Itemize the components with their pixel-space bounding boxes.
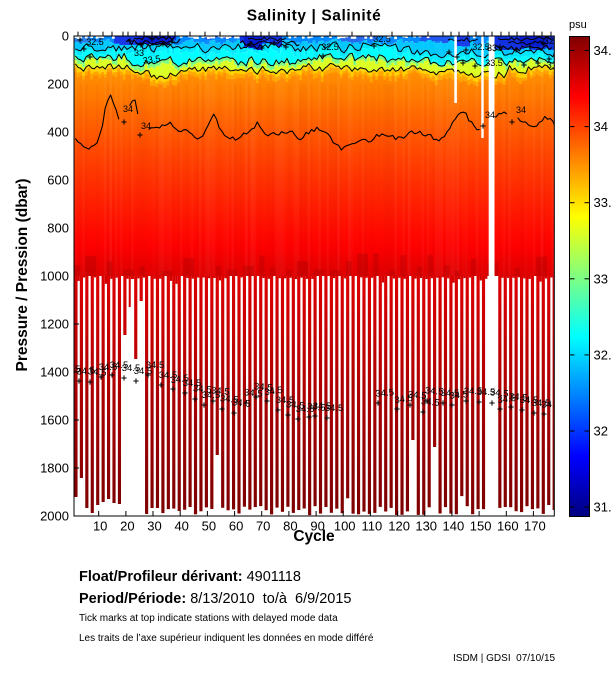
svg-text:34.5: 34.5 — [441, 388, 460, 399]
svg-text:34.5: 34.5 — [477, 387, 496, 398]
svg-text:160: 160 — [497, 519, 519, 534]
svg-text:60: 60 — [229, 519, 243, 534]
svg-text:400: 400 — [47, 125, 69, 140]
svg-text:34: 34 — [594, 119, 608, 134]
svg-text:34.5: 34.5 — [313, 401, 332, 412]
svg-text:34.5: 34.5 — [375, 387, 394, 400]
svg-text:120: 120 — [388, 519, 410, 534]
svg-text:40: 40 — [174, 519, 188, 534]
svg-text:32.5: 32.5 — [373, 34, 391, 44]
svg-text:50: 50 — [202, 519, 216, 534]
svg-text:34.5: 34.5 — [307, 401, 326, 414]
svg-text:170: 170 — [524, 519, 546, 534]
svg-text:0: 0 — [62, 29, 69, 44]
svg-text:1800: 1800 — [40, 461, 69, 476]
svg-text:90: 90 — [310, 519, 324, 534]
svg-text:34.5: 34.5 — [134, 366, 153, 377]
svg-text:34.5: 34.5 — [464, 386, 483, 397]
svg-text:34.5: 34.5 — [88, 366, 107, 379]
svg-text:34.5: 34.5 — [211, 385, 230, 398]
svg-text:34.5: 34.5 — [394, 393, 414, 406]
svg-text:1200: 1200 — [40, 317, 69, 332]
svg-text:33: 33 — [487, 43, 497, 53]
svg-text:34: 34 — [123, 104, 133, 114]
svg-text:33.5: 33.5 — [594, 195, 611, 210]
svg-text:34.5: 34.5 — [449, 389, 468, 402]
svg-text:34.5: 34.5 — [408, 389, 427, 402]
svg-text:Tick marks at top indicate sta: Tick marks at top indicate stations with… — [79, 613, 338, 624]
svg-text:34.5: 34.5 — [159, 370, 178, 381]
svg-text:Cycle: Cycle — [293, 528, 335, 545]
svg-text:33.5: 33.5 — [485, 58, 503, 68]
svg-text:34.5: 34.5 — [286, 399, 305, 412]
svg-text:32: 32 — [544, 36, 554, 46]
svg-text:20: 20 — [120, 519, 134, 534]
svg-text:34.5: 34.5 — [276, 395, 295, 406]
svg-text:34.5: 34.5 — [509, 391, 528, 404]
svg-text:34.5: 34.5 — [170, 373, 190, 386]
svg-text:600: 600 — [47, 173, 69, 188]
svg-text:34.5: 34.5 — [99, 362, 118, 373]
svg-text:100: 100 — [334, 519, 356, 534]
svg-text:70: 70 — [256, 519, 270, 534]
svg-text:32: 32 — [594, 424, 608, 439]
svg-text:34.5: 34.5 — [421, 396, 440, 409]
svg-text:34.5: 34.5 — [254, 381, 273, 394]
svg-text:2000: 2000 — [40, 509, 69, 524]
svg-text:32.5: 32.5 — [594, 347, 611, 362]
svg-text:31.5: 31.5 — [594, 500, 611, 515]
svg-text:34.5: 34.5 — [541, 398, 560, 411]
svg-text:34.5: 34.5 — [220, 393, 239, 406]
svg-text:34: 34 — [485, 110, 495, 120]
svg-text:34.5: 34.5 — [62, 364, 81, 375]
svg-text:Salinity | Salinité: Salinity | Salinité — [247, 8, 382, 25]
svg-text:34.5: 34.5 — [520, 395, 539, 406]
svg-text:30: 30 — [147, 519, 161, 534]
svg-text:3.5: 3.5 — [547, 60, 560, 70]
svg-text:34: 34 — [516, 105, 526, 115]
svg-text:34.5: 34.5 — [497, 393, 517, 406]
svg-text:34.5: 34.5 — [76, 365, 95, 378]
svg-text:34.5: 34.5 — [193, 383, 212, 396]
svg-text:800: 800 — [47, 221, 69, 236]
svg-text:1600: 1600 — [40, 413, 69, 428]
svg-text:Les traits de l’axe supérieur: Les traits de l’axe supérieur indiquent … — [79, 633, 374, 644]
svg-text:Float/Profileur dérivant: 4901: Float/Profileur dérivant: 4901118 — [79, 569, 301, 585]
svg-text:34.5: 34.5 — [122, 363, 141, 374]
svg-text:34.5: 34.5 — [425, 385, 444, 398]
svg-text:34: 34 — [141, 121, 151, 131]
svg-text:80: 80 — [283, 519, 297, 534]
svg-text:32.5: 32.5 — [472, 42, 490, 52]
svg-text:33.5: 33.5 — [142, 53, 161, 65]
svg-text:34.5: 34.5 — [296, 404, 315, 415]
svg-text:34.5: 34.5 — [594, 43, 611, 58]
svg-text:1400: 1400 — [40, 365, 69, 380]
svg-text:34.5: 34.5 — [532, 398, 551, 409]
svg-text:110: 110 — [362, 519, 383, 534]
svg-text:34.5: 34.5 — [325, 403, 344, 414]
svg-text:Period/Période: 8/13/2010 to/: Period/Période: 8/13/2010 to/à 6/9/2015 — [79, 591, 351, 607]
svg-text:33: 33 — [134, 48, 144, 58]
svg-text:Pressure / Pression (dbar): Pressure / Pression (dbar) — [14, 179, 31, 372]
svg-text:140: 140 — [443, 519, 465, 534]
svg-text:psu: psu — [569, 19, 587, 31]
svg-text:32.5: 32.5 — [86, 37, 104, 47]
svg-text:34.5: 34.5 — [490, 387, 509, 400]
svg-text:33: 33 — [594, 271, 608, 286]
svg-text:34.5: 34.5 — [183, 378, 202, 389]
svg-text:ISDM | GDSI 07/10/15: ISDM | GDSI 07/10/15 — [453, 653, 556, 664]
svg-text:150: 150 — [470, 519, 492, 534]
svg-text:10: 10 — [93, 519, 107, 534]
svg-text:34.5: 34.5 — [146, 360, 165, 371]
svg-text:34.5: 34.5 — [202, 390, 221, 401]
svg-text:34.5: 34.5 — [110, 360, 129, 371]
svg-text:34.5: 34.5 — [232, 397, 251, 410]
svg-text:200: 200 — [47, 77, 69, 92]
svg-text:130: 130 — [415, 519, 437, 534]
svg-text:1000: 1000 — [40, 269, 69, 284]
svg-text:32.5: 32.5 — [321, 42, 339, 52]
svg-text:34.5: 34.5 — [264, 385, 284, 398]
